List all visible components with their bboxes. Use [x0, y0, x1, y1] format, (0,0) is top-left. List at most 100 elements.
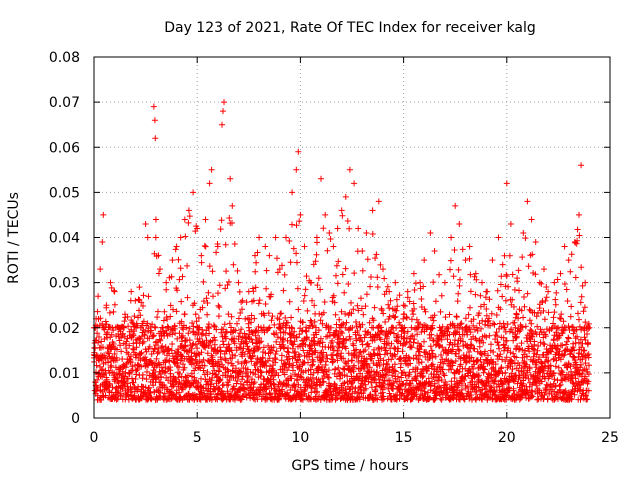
data-point: [279, 262, 285, 269]
data-point: [128, 326, 135, 333]
data-point: [555, 364, 562, 371]
data-point: [232, 352, 239, 359]
data-point: [495, 342, 502, 349]
data-point: [392, 353, 399, 360]
x-tick-label: 20: [498, 430, 516, 446]
data-point: [538, 378, 545, 385]
data-point: [473, 276, 480, 283]
data-point: [209, 370, 216, 377]
data-point: [251, 315, 258, 322]
data-point: [543, 284, 550, 290]
data-point: [309, 322, 316, 329]
data-point: [219, 338, 226, 345]
data-point: [381, 275, 388, 282]
data-point: [169, 331, 176, 338]
data-point: [509, 271, 516, 278]
data-point: [572, 375, 579, 382]
data-point: [476, 310, 483, 317]
data-point: [374, 284, 381, 290]
data-point: [375, 198, 382, 205]
data-point: [392, 313, 399, 320]
data-point: [355, 307, 362, 314]
data-point: [186, 356, 193, 363]
data-point: [362, 381, 369, 388]
data-point: [204, 300, 211, 306]
data-point: [215, 313, 222, 320]
data-point: [585, 351, 592, 358]
data-point: [497, 351, 504, 358]
data-point: [245, 324, 252, 331]
data-point: [417, 279, 424, 286]
data-point: [127, 359, 134, 366]
data-point: [412, 280, 419, 287]
data-point: [418, 296, 425, 302]
data-point: [545, 309, 552, 316]
data-point: [503, 354, 510, 361]
data-point: [547, 362, 554, 369]
data-point: [218, 217, 225, 224]
data-point: [384, 333, 390, 340]
data-point: [194, 345, 201, 352]
x-axis-label: GPS time / hours: [291, 458, 408, 474]
data-point: [365, 378, 372, 385]
data-point: [374, 368, 380, 375]
data-point: [342, 324, 349, 331]
data-point: [476, 343, 483, 350]
data-point: [245, 288, 252, 295]
data-point: [341, 289, 348, 296]
data-point: [527, 327, 534, 333]
data-point: [132, 376, 139, 382]
data-point: [272, 356, 279, 363]
data-point: [153, 355, 160, 362]
data-point: [393, 296, 400, 303]
data-point: [566, 327, 573, 333]
data-point: [239, 376, 246, 383]
data-point: [319, 320, 326, 327]
data-point: [384, 361, 391, 368]
data-point: [266, 324, 273, 331]
data-point: [115, 333, 122, 340]
data-point: [336, 316, 343, 323]
data-point: [449, 346, 456, 353]
data-point: [299, 343, 306, 350]
data-point: [293, 222, 300, 229]
data-point: [200, 367, 207, 374]
data-point: [176, 389, 183, 396]
data-point: [571, 239, 578, 245]
data-points: [91, 99, 593, 403]
data-point: [391, 361, 398, 368]
data-point: [231, 335, 238, 342]
data-point: [118, 348, 125, 355]
data-point: [442, 314, 449, 321]
data-point: [342, 193, 349, 200]
data-point: [311, 302, 318, 309]
data-point: [449, 362, 456, 369]
data-point: [111, 301, 118, 308]
data-point: [289, 221, 295, 228]
data-point: [362, 347, 369, 353]
data-point: [406, 298, 413, 305]
data-point: [139, 340, 146, 347]
data-point: [283, 234, 289, 241]
data-point: [582, 360, 589, 367]
data-point: [161, 308, 168, 315]
data-point: [237, 380, 244, 387]
data-point: [466, 349, 472, 355]
data-point: [401, 324, 408, 331]
data-point: [576, 316, 582, 323]
data-point: [418, 343, 425, 350]
data-point: [553, 325, 560, 332]
data-point: [94, 308, 101, 315]
data-point: [395, 345, 402, 352]
data-point: [501, 252, 508, 259]
data-point: [554, 276, 561, 283]
data-point: [579, 282, 586, 289]
data-point: [543, 354, 550, 361]
data-point: [413, 316, 420, 323]
data-point: [349, 324, 356, 331]
data-point: [455, 266, 462, 273]
data-point: [317, 317, 324, 324]
data-point: [298, 395, 305, 402]
data-point: [213, 326, 220, 333]
data-point: [393, 325, 400, 331]
